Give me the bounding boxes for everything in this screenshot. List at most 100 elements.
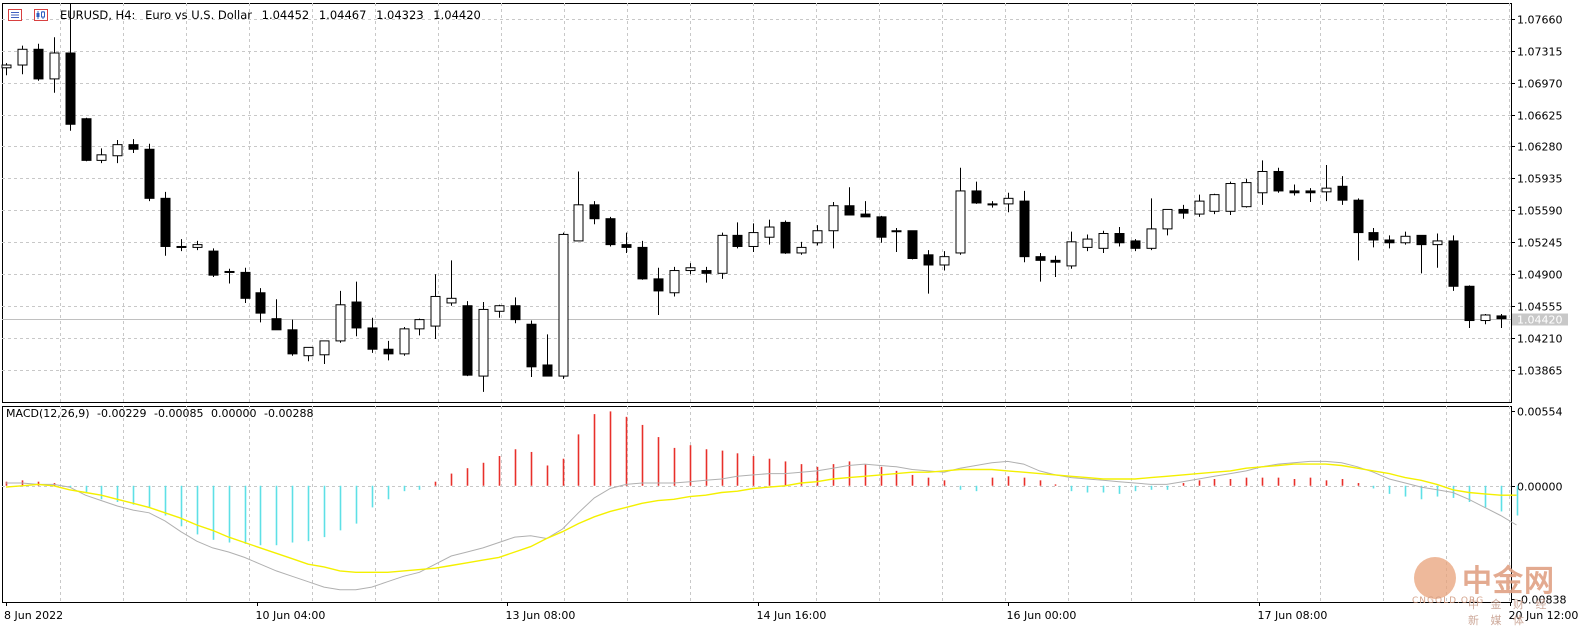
candle-bear: [907, 230, 918, 260]
candle-bear: [1448, 240, 1459, 287]
candle-bear: [637, 246, 648, 280]
candle-bull: [1241, 182, 1252, 208]
candle-bear: [255, 292, 266, 314]
candle-bear: [701, 270, 712, 274]
candle-bear: [621, 244, 632, 248]
candle-bear: [160, 197, 171, 247]
macd-line: [6, 460, 1517, 591]
y-tick-label: 1.06625: [1517, 110, 1563, 123]
candle-bear: [1289, 190, 1300, 194]
candle-bull: [192, 244, 203, 248]
symbol-description: Euro vs U.S. Dollar: [145, 8, 252, 22]
symbol-label: EURUSD, H4:: [60, 8, 136, 22]
candle-bear: [462, 305, 473, 376]
candle-bull: [1146, 228, 1157, 249]
candle-bear: [542, 364, 553, 377]
candle-bull: [303, 346, 314, 357]
x-tick-label: 16 Jun 00:00: [1007, 609, 1077, 622]
current-price-label: 1.04420: [1517, 314, 1563, 327]
macd-label: MACD(12,26,9): [6, 407, 90, 420]
candle-bull: [1194, 200, 1205, 215]
x-tick-label: 8 Jun 2022: [4, 609, 63, 622]
window-list-icon[interactable]: [8, 9, 22, 21]
candle-bear: [780, 221, 791, 254]
candle-bear: [653, 278, 664, 292]
candle-bull: [112, 144, 123, 157]
candle-bull: [1209, 194, 1220, 212]
candle-bull: [1098, 233, 1109, 249]
macd-value-1: -0.00229: [97, 407, 147, 420]
candle-bull: [891, 230, 902, 233]
candle-bear: [876, 216, 887, 238]
candle-bear: [1496, 315, 1507, 320]
watermark-sub: 中 金 财 经 新 媒 体: [1468, 598, 1551, 627]
watermark-cn: 中金网: [1462, 564, 1555, 599]
macd-value-3: 0.00000: [210, 407, 257, 420]
candle-bear: [605, 218, 616, 246]
y-tick-label: 1.04555: [1517, 301, 1563, 314]
x-tick-label: 17 Jun 08:00: [1258, 609, 1328, 622]
candle-bear: [844, 205, 855, 216]
watermark-en: CNGOLD.ORG: [1412, 596, 1485, 606]
candle-bear: [510, 305, 521, 321]
candle-bear: [732, 234, 743, 247]
candle-bull: [685, 267, 696, 272]
candle-bear: [1384, 239, 1395, 244]
candle-bear: [1305, 190, 1316, 194]
candle-bull: [1162, 208, 1173, 230]
y-tick-label: 1.06970: [1517, 78, 1563, 91]
candle-bull: [49, 52, 60, 80]
candle-bear: [589, 204, 600, 220]
candle-bear: [1416, 234, 1427, 246]
high-value: 1.04467: [318, 8, 367, 22]
candle-bull: [430, 295, 441, 327]
candle-bull: [17, 48, 28, 66]
candle-bull: [573, 204, 584, 242]
macd-panel-frame: [2, 406, 1512, 603]
candle-bull: [414, 319, 425, 330]
y-tick-label: 1.04210: [1517, 333, 1563, 346]
candle-bear: [1368, 232, 1379, 241]
candle-bull: [446, 297, 457, 304]
x-tick-label: 14 Jun 16:00: [757, 609, 827, 622]
candle-bear: [176, 245, 187, 248]
candle-bear: [1178, 208, 1189, 214]
grid: [2, 3, 1511, 602]
candle-bull: [1257, 170, 1268, 194]
candle-bear: [128, 144, 139, 150]
candle-bear: [240, 271, 251, 299]
candle-bull: [335, 304, 346, 342]
candle-bull: [828, 205, 839, 232]
candle-bull: [478, 308, 489, 377]
candle-bull: [1400, 235, 1411, 244]
candle-bear: [526, 323, 537, 368]
candle-bull: [319, 340, 330, 356]
candle-bear: [1353, 199, 1364, 234]
candle-bear: [1035, 256, 1046, 261]
candle-bear: [1019, 200, 1030, 258]
y-tick-label: 1.05245: [1517, 237, 1563, 250]
candle-bear: [923, 254, 934, 266]
candle-bull: [1003, 197, 1014, 205]
candle-bull: [717, 234, 728, 274]
candle-bull: [1066, 241, 1077, 267]
candle-bull: [1225, 183, 1236, 212]
macd-tick-label: -0.00838: [1517, 594, 1566, 607]
y-tick-label: 1.05935: [1517, 173, 1563, 186]
candle-bull: [796, 246, 807, 254]
macd-histogram: [5, 411, 1519, 546]
chart-header: EURUSD, H4: Euro vs U.S. Dollar 1.04452 …: [60, 8, 487, 22]
candle-bull: [558, 233, 569, 377]
candle-bull: [748, 232, 759, 247]
candle-bull: [1082, 238, 1093, 248]
candle-bear: [383, 348, 394, 355]
candle-bear: [144, 148, 155, 199]
chart-type-icon[interactable]: [34, 9, 48, 21]
candle-bull: [1432, 240, 1443, 246]
candle-bear: [1050, 259, 1061, 263]
candle-bear: [1464, 285, 1475, 322]
macd-tick-label: 0.00554: [1517, 406, 1563, 419]
candle-bear: [65, 52, 76, 125]
candle-bull: [812, 230, 823, 244]
